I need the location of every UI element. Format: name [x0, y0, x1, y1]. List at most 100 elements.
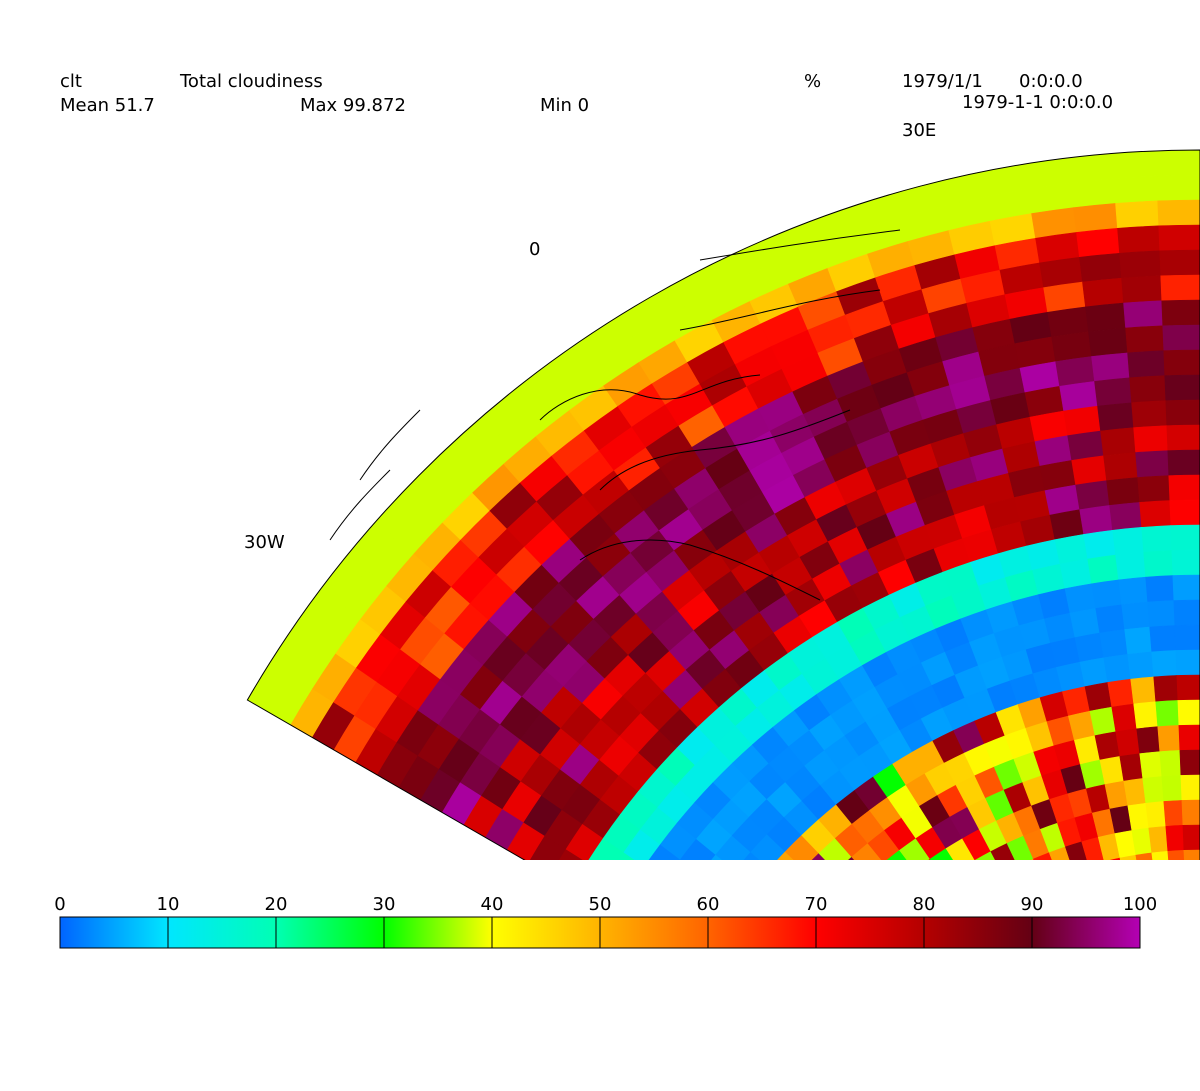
grid-cell — [1119, 250, 1162, 279]
grid-cell — [1063, 405, 1101, 437]
colorbar-segment — [384, 917, 492, 948]
colorbar-tick-label: 70 — [805, 894, 828, 915]
grid-cell — [1151, 850, 1169, 860]
grid-cell — [1082, 277, 1124, 308]
grid-cell — [1142, 776, 1165, 804]
grid-cell — [1133, 701, 1159, 730]
grid-cell — [1071, 455, 1107, 486]
variable-name: clt — [60, 71, 82, 92]
grid-cell — [1067, 153, 1114, 184]
coastline-segment — [579, 539, 821, 601]
grid-cell — [1125, 325, 1165, 354]
grid-cell — [1159, 750, 1182, 777]
grid-cell — [1123, 778, 1147, 807]
grid-cell — [1137, 475, 1171, 503]
grid-cell — [1097, 402, 1134, 432]
colorbar-segment — [60, 917, 168, 948]
colorbar-tick-label: 10 — [157, 894, 180, 915]
grid-cell — [1115, 551, 1147, 581]
grid-cell — [1117, 225, 1161, 254]
grid-cell — [1099, 629, 1129, 659]
grid-cell — [1091, 352, 1130, 382]
grid-cell — [1133, 425, 1169, 453]
cloudiness-grid — [246, 149, 1200, 860]
coastline-segment — [539, 374, 761, 421]
colorbar-segment — [168, 917, 276, 948]
colorbar-segment — [276, 917, 384, 948]
mean-stat: Mean 51.7 — [60, 95, 155, 116]
grid-cell — [1118, 576, 1149, 606]
grid-cell — [1074, 632, 1105, 663]
grid-cell — [1175, 649, 1200, 676]
grid-cell — [1124, 626, 1153, 655]
grid-cell — [1103, 452, 1138, 481]
grid-cell — [1121, 601, 1151, 630]
grid-cell — [1139, 751, 1163, 779]
grid-cell — [1079, 657, 1109, 687]
grid-cell — [1139, 500, 1172, 528]
coastline-segment — [699, 229, 901, 261]
grid-cell — [1162, 324, 1200, 352]
grid-cell — [1145, 575, 1175, 603]
grid-cell — [1167, 850, 1185, 860]
colorbar-tick-label: 90 — [1021, 894, 1044, 915]
grid-cell — [1115, 200, 1160, 229]
grid-cell — [1158, 224, 1200, 252]
grid-cell — [1170, 524, 1200, 551]
grid-cell — [1178, 724, 1200, 751]
grid-cell — [1085, 302, 1126, 333]
grid-cell — [1169, 499, 1200, 526]
grid-cell — [1075, 480, 1110, 511]
grid-cell — [1083, 529, 1116, 560]
coastline-segment — [329, 469, 391, 541]
grid-cell — [1160, 274, 1200, 302]
grid-cell — [1111, 703, 1138, 733]
lon-label-0: 0 — [529, 239, 541, 260]
grid-cell — [1149, 625, 1177, 653]
grid-cell — [1095, 604, 1125, 634]
grid-cell — [1119, 753, 1144, 782]
max-stat: Max 99.872 — [300, 95, 406, 116]
grid-cell — [1089, 706, 1117, 736]
time-label: 0:0:0.0 — [1019, 71, 1083, 92]
grid-cell — [1079, 505, 1113, 535]
lon-label-30w: 30W — [244, 532, 285, 553]
colorbar-tick-label: 20 — [265, 894, 288, 915]
grid-cell — [1171, 549, 1200, 576]
grid-cell — [1067, 430, 1104, 461]
grid-cell — [1127, 350, 1166, 379]
grid-cell — [1087, 554, 1119, 585]
grid-cell — [1156, 174, 1200, 202]
grid-cell — [1157, 725, 1181, 752]
grid-cell — [1103, 654, 1132, 683]
colorbar-segment — [1032, 917, 1140, 948]
colorbar-segment — [924, 917, 1032, 948]
grid-cell — [1127, 802, 1150, 831]
grid-cell — [1064, 583, 1097, 614]
sector-outline — [246, 149, 1200, 860]
grid-cell — [1145, 801, 1167, 829]
date-label: 1979/1/1 — [902, 71, 983, 92]
grid-cell — [1094, 377, 1132, 407]
grid-cell — [1130, 676, 1157, 705]
grid-cell — [1183, 849, 1200, 860]
colorbar-tick-label: 60 — [697, 894, 720, 915]
colorbar-frame — [59, 916, 1141, 949]
colorbar-tick-label: 50 — [589, 894, 612, 915]
grid-cell — [1106, 477, 1140, 506]
grid-cell — [1141, 525, 1173, 553]
grid-cell — [1088, 327, 1128, 357]
grid-cell — [1157, 199, 1200, 227]
grid-cell — [1084, 682, 1113, 712]
variable-long-name: Total cloudiness — [180, 71, 323, 92]
grid-cell — [1111, 150, 1158, 179]
grid-cell — [1163, 349, 1200, 377]
grid-cell — [1059, 558, 1093, 589]
units-label: % — [804, 71, 822, 92]
grid-cell — [1147, 600, 1176, 628]
coastline-segment — [359, 409, 421, 481]
grid-cell — [1073, 203, 1118, 233]
colorbar-tick-label: 0 — [54, 894, 65, 915]
grid-cell — [1079, 252, 1122, 283]
colorbar-segment — [708, 917, 816, 948]
